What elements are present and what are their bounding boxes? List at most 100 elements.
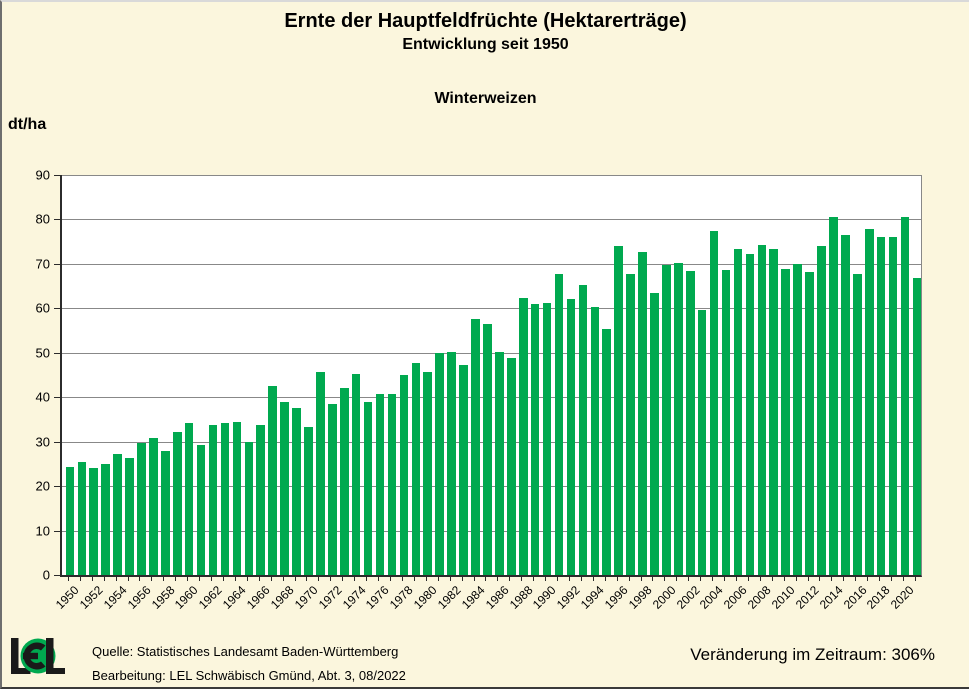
- x-axis-tick-labels: 1950 1952 1954 1956 1958 1960 1962 1964 1966 1968…: [52, 583, 917, 612]
- x-tick-mark: [473, 577, 475, 581]
- bar-2010: [781, 268, 790, 575]
- bar-2003: [697, 309, 707, 575]
- bar-1971: [316, 371, 325, 575]
- x-tick-mark: [282, 577, 284, 581]
- crop-title: Winterweizen: [434, 90, 537, 107]
- x-tick-mark: [533, 577, 535, 581]
- editing-line: Bearbeitung: LEL Schwäbisch Gmünd, Abt. …: [92, 668, 406, 683]
- x-tick-mark: [389, 577, 391, 581]
- x-tick-mark: [199, 577, 201, 581]
- x-tick-mark: [342, 577, 344, 581]
- x-tick-mark: [568, 577, 570, 581]
- bar-2004: [709, 230, 719, 575]
- bar-1977: [387, 393, 397, 575]
- bar-1974: [351, 373, 361, 575]
- bar-1976: [375, 393, 385, 575]
- x-tick-mark: [270, 577, 272, 581]
- x-tick-mark: [425, 577, 427, 581]
- gridline: [62, 219, 921, 221]
- x-tick-mark: [318, 577, 320, 581]
- x-tick-mark: [437, 577, 439, 581]
- bar-1987: [507, 357, 516, 575]
- bar-1989: [530, 303, 540, 575]
- y-axis-ticks: [54, 175, 60, 576]
- x-tick-mark: [151, 577, 153, 581]
- gridline: [62, 263, 921, 265]
- bar-1992: [566, 299, 576, 575]
- bar-2002: [685, 271, 695, 575]
- x-tick-mark: [521, 577, 523, 581]
- bar-1979: [411, 363, 421, 575]
- bar-1978: [399, 375, 409, 575]
- bar-1967: [268, 386, 277, 575]
- x-tick-mark: [115, 577, 117, 581]
- x-tick-mark: [867, 577, 869, 581]
- bar-1951: [77, 461, 87, 575]
- x-tick-mark: [724, 577, 726, 581]
- bar-1953: [101, 463, 110, 575]
- bar-1964: [232, 421, 242, 575]
- bar-1995: [602, 328, 612, 575]
- page-title: Ernte der Hauptfeldfrüchte (Hektarerträg…: [284, 10, 687, 32]
- bar-2017: [864, 228, 874, 575]
- x-tick-mark: [509, 577, 511, 581]
- x-tick-mark: [616, 577, 618, 581]
- x-tick-mark: [222, 577, 224, 581]
- x-tick-mark: [246, 577, 248, 581]
- x-axis-ticks: [60, 577, 919, 582]
- bar-1965: [244, 441, 254, 575]
- bar-1988: [518, 298, 528, 575]
- plot-area: [60, 175, 922, 577]
- x-tick-mark: [175, 577, 177, 581]
- x-tick-mark: [580, 577, 582, 581]
- y-tick-label: 70: [35, 256, 50, 272]
- bar-1970: [304, 426, 313, 575]
- x-tick-mark: [712, 577, 714, 581]
- x-tick-mark: [401, 577, 403, 581]
- x-tick-mark: [187, 577, 189, 581]
- y-axis-unit-label: dt/ha: [8, 116, 47, 133]
- bar-1956: [137, 443, 146, 575]
- x-tick-mark: [783, 577, 785, 581]
- x-tick-mark: [604, 577, 606, 581]
- y-tick-mark: [54, 175, 60, 176]
- bar-2011: [793, 264, 802, 575]
- y-tick-mark: [54, 219, 60, 221]
- x-tick-mark: [79, 577, 81, 581]
- bar-1998: [638, 251, 647, 575]
- bar-2014: [829, 217, 838, 575]
- x-tick-mark: [91, 577, 93, 581]
- bar-1958: [161, 451, 170, 575]
- x-tick-mark: [330, 577, 332, 581]
- x-tick-mark: [234, 577, 236, 581]
- bar-1986: [495, 351, 504, 575]
- y-tick-mark: [54, 441, 60, 443]
- y-tick-mark: [54, 530, 60, 532]
- x-tick-mark: [676, 577, 678, 581]
- y-tick-mark: [54, 263, 60, 265]
- x-tick-mark: [258, 577, 260, 581]
- x-tick-mark: [903, 577, 904, 581]
- bar-1961: [196, 444, 206, 575]
- bar-1983: [459, 365, 468, 575]
- bar-2013: [817, 245, 826, 575]
- bar-1973: [339, 388, 349, 575]
- x-tick-mark: [413, 577, 415, 581]
- bar-1980: [423, 372, 433, 575]
- bar-1963: [220, 423, 230, 575]
- x-tick-mark: [306, 577, 308, 581]
- x-tick-mark: [485, 577, 487, 581]
- x-tick-mark: [771, 577, 773, 581]
- x-tick-mark: [366, 577, 368, 581]
- source-line: Quelle: Statistisches Landesamt Baden-Wü…: [92, 644, 399, 659]
- y-tick-label: 30: [35, 434, 50, 450]
- x-tick-mark: [139, 577, 141, 581]
- bar-1952: [89, 468, 99, 575]
- bar-1985: [483, 324, 492, 575]
- bar-2015: [841, 235, 850, 575]
- bar-2012: [805, 271, 814, 575]
- x-tick-mark: [628, 577, 630, 581]
- x-tick-mark: [127, 577, 129, 581]
- x-tick-mark: [294, 577, 296, 581]
